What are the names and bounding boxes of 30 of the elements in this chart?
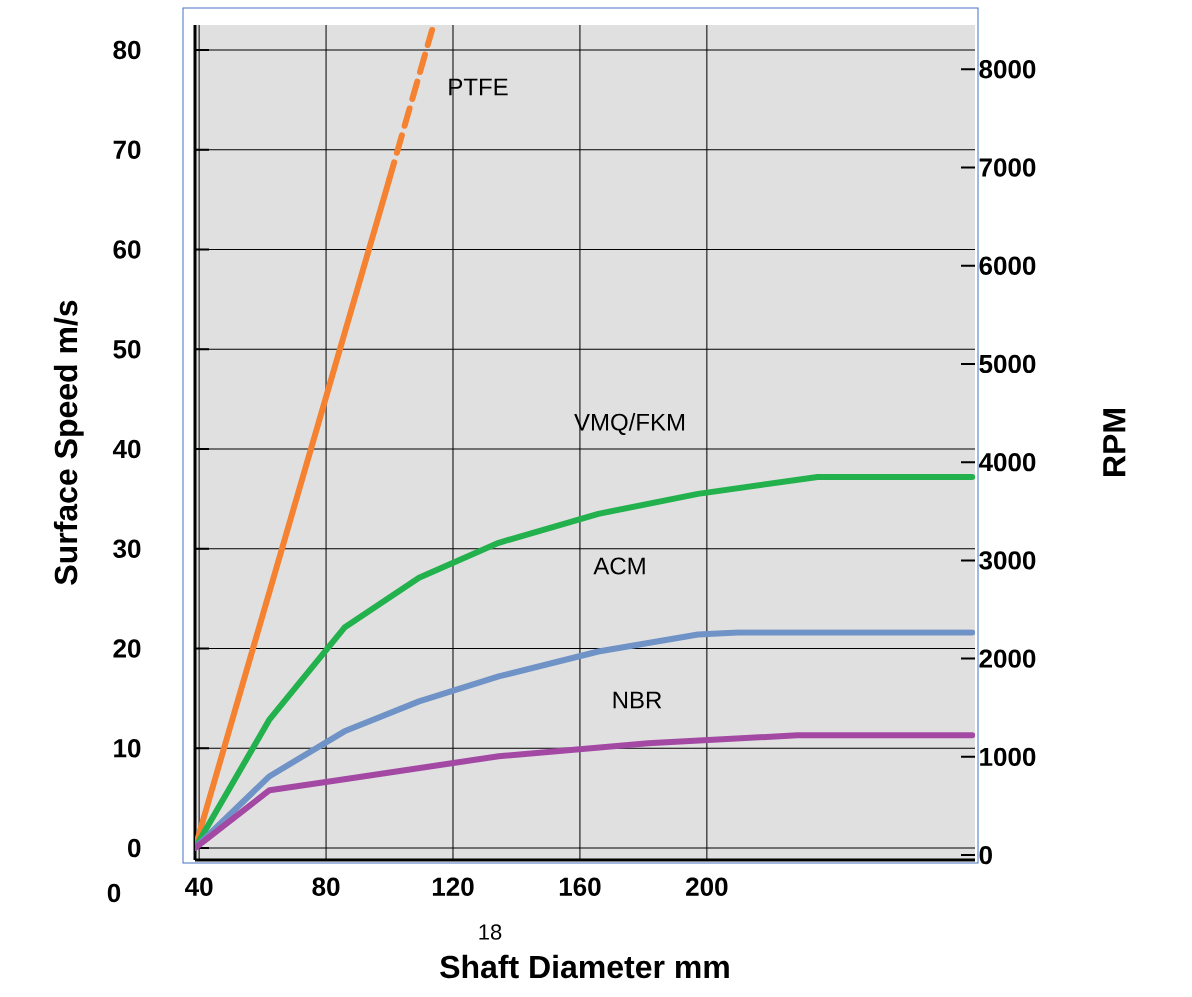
- y2-tick-label: 7000: [979, 158, 1036, 177]
- text: 18: [479, 924, 502, 940]
- y-tick-label: 80: [113, 40, 141, 60]
- x-tick-label: 160: [559, 877, 601, 896]
- x-tick-label: 80: [312, 877, 340, 896]
- y-tick-label: 20: [113, 639, 141, 658]
- y2-tick-label: 4000: [978, 452, 1036, 472]
- y2-tick-label: 3000: [979, 551, 1036, 570]
- y2-tick-label: 6000: [979, 256, 1036, 275]
- x-tick-label: 40: [185, 877, 213, 896]
- annotation: PTFE: [449, 78, 508, 96]
- y-tick-label: 70: [113, 140, 141, 159]
- y2-axis-title: RPM: [1103, 409, 1126, 476]
- y-tick-label: 50: [113, 340, 141, 359]
- y-tick-label: 0: [128, 838, 141, 858]
- y2-tick-label: 8000: [979, 59, 1036, 79]
- annotation: NBR: [613, 691, 662, 709]
- y2-tick-label: 0: [979, 845, 992, 865]
- y-tick-label: 40: [112, 439, 141, 459]
- x-axis-title: Shaft Diameter mm: [440, 954, 729, 979]
- y-tick-label: 30: [113, 539, 141, 558]
- y2-tick-label: 5000: [979, 354, 1036, 374]
- y2-tick-label: 1000: [980, 747, 1036, 767]
- annotation: ACM: [593, 557, 645, 575]
- y-tick-label: 60: [113, 240, 141, 259]
- y2-tick-label: 2000: [979, 649, 1036, 668]
- y-axis-title: Surface Speed m/s: [53, 300, 84, 585]
- y-tick-label: 10: [114, 739, 141, 758]
- x-tick-label: 200: [686, 877, 728, 896]
- x-tick-label: 120: [432, 877, 474, 896]
